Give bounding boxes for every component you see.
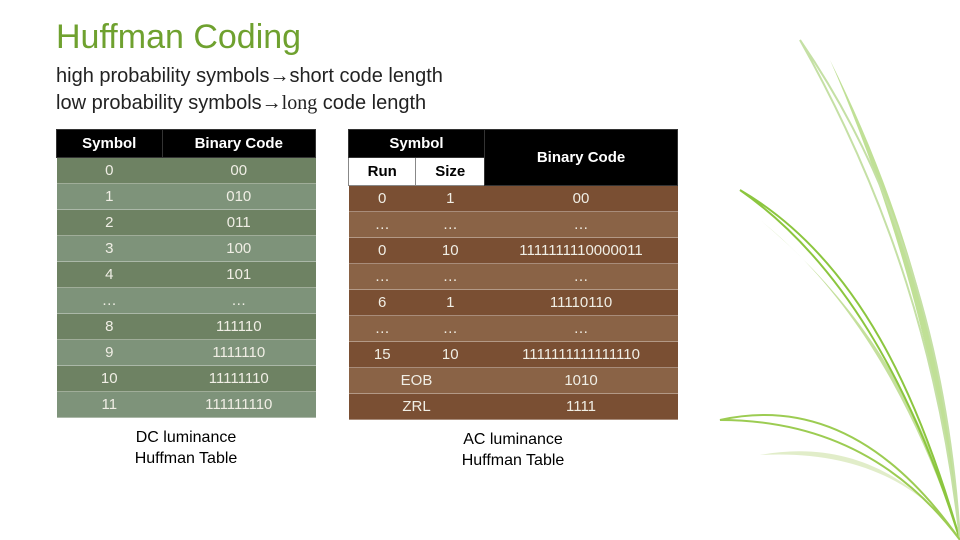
rule-line-2-pre: low probability symbols→: [56, 92, 282, 114]
table-cell: …: [349, 316, 416, 342]
table-cell: 1: [416, 186, 485, 212]
ac-caption: AC luminance Huffman Table: [462, 430, 565, 472]
table-cell: 10: [416, 342, 485, 368]
table-row: 8111110: [57, 314, 316, 340]
rule-line-1: high probability symbols→short code leng…: [56, 63, 920, 90]
ac-header-code: Binary Code: [485, 130, 678, 186]
table-cell: 11: [57, 392, 163, 418]
table-row: ……: [57, 288, 316, 314]
table-cell: 15: [349, 342, 416, 368]
table-row: 1011111110: [57, 366, 316, 392]
rule-line-2-long: long: [282, 92, 318, 114]
table-cell: 1010: [485, 368, 678, 394]
table-cell: 0: [349, 238, 416, 264]
table-cell: …: [162, 288, 315, 314]
dc-table: Symbol Binary Code 0001010201131004101………: [56, 129, 316, 418]
table-row: 3100: [57, 236, 316, 262]
table-cell: ZRL: [349, 394, 485, 420]
table-row: 2011: [57, 210, 316, 236]
table-cell: 11111110: [162, 366, 315, 392]
table-cell: 00: [485, 186, 678, 212]
table-cell: 101: [162, 262, 315, 288]
rule-line-2: low probability symbols→long code length: [56, 90, 920, 117]
table-cell: 1: [416, 290, 485, 316]
table-cell: …: [485, 316, 678, 342]
table-cell: 2: [57, 210, 163, 236]
table-cell: 111110: [162, 314, 315, 340]
table-row: 0100: [349, 186, 678, 212]
slide-content: Huffman Coding high probability symbols→…: [0, 0, 960, 472]
table-cell: 4: [57, 262, 163, 288]
table-row: ………: [349, 316, 678, 342]
table-cell: …: [349, 264, 416, 290]
table-cell: 010: [162, 184, 315, 210]
table-cell: …: [416, 316, 485, 342]
table-row: 15101111111111111110: [349, 342, 678, 368]
ac-table-wrap: Symbol Binary Code Run Size 0100………01011…: [348, 129, 678, 472]
table-cell: 1111111110000011: [485, 238, 678, 264]
table-cell: 9: [57, 340, 163, 366]
table-cell: …: [485, 264, 678, 290]
table-cell: 10: [57, 366, 163, 392]
table-row: 000: [57, 158, 316, 184]
ac-table: Symbol Binary Code Run Size 0100………01011…: [348, 129, 678, 420]
table-row: 1010: [57, 184, 316, 210]
table-cell: 1: [57, 184, 163, 210]
dc-caption: DC luminance Huffman Table: [135, 428, 238, 470]
table-cell: …: [416, 212, 485, 238]
table-cell: 1111111111111110: [485, 342, 678, 368]
table-cell: 6: [349, 290, 416, 316]
table-cell: …: [57, 288, 163, 314]
table-row: ZRL1111: [349, 394, 678, 420]
dc-header-code: Binary Code: [162, 130, 315, 158]
table-cell: 011: [162, 210, 315, 236]
table-row: 91111110: [57, 340, 316, 366]
table-row: 11111111110: [57, 392, 316, 418]
table-cell: 1111: [485, 394, 678, 420]
ac-subheader-size: Size: [416, 158, 485, 186]
table-row: 6111110110: [349, 290, 678, 316]
ac-subheader-run: Run: [349, 158, 416, 186]
table-cell: 8: [57, 314, 163, 340]
table-cell: EOB: [349, 368, 485, 394]
table-cell: …: [416, 264, 485, 290]
tables-row: Symbol Binary Code 0001010201131004101………: [56, 129, 920, 472]
table-cell: …: [349, 212, 416, 238]
table-cell: 100: [162, 236, 315, 262]
rules-block: high probability symbols→short code leng…: [56, 63, 920, 117]
table-row: ………: [349, 212, 678, 238]
table-cell: 0: [57, 158, 163, 184]
table-row: 4101: [57, 262, 316, 288]
rule-line-2-post: code length: [317, 92, 426, 114]
table-row: EOB1010: [349, 368, 678, 394]
ac-header-symbol: Symbol: [349, 130, 485, 158]
dc-table-wrap: Symbol Binary Code 0001010201131004101………: [56, 129, 316, 472]
table-cell: 10: [416, 238, 485, 264]
table-cell: 1111110: [162, 340, 315, 366]
table-cell: 0: [349, 186, 416, 212]
table-cell: 111111110: [162, 392, 315, 418]
table-row: 0101111111110000011: [349, 238, 678, 264]
table-cell: …: [485, 212, 678, 238]
dc-header-symbol: Symbol: [57, 130, 163, 158]
table-cell: 00: [162, 158, 315, 184]
slide-title: Huffman Coding: [56, 18, 920, 57]
table-row: ………: [349, 264, 678, 290]
table-cell: 11110110: [485, 290, 678, 316]
table-cell: 3: [57, 236, 163, 262]
